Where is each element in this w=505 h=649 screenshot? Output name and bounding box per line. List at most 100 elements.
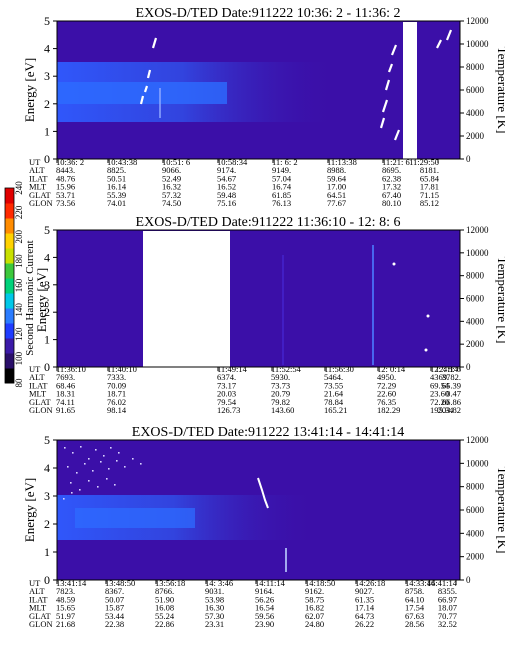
y-right-tick-label: 0 (466, 362, 471, 372)
colorbar-tick-label: 200 (14, 230, 24, 244)
table-cell: 57.04 (272, 173, 292, 183)
y-tick-label: 4 (44, 461, 50, 475)
table-cell: 20.79 (271, 389, 290, 399)
colorbar-tick-label: 240 (14, 181, 24, 195)
panel-3-temperature-trace (257, 477, 269, 509)
y-right-tick-label: 4000 (466, 528, 485, 538)
y-right-tick-label: 2000 (466, 552, 485, 562)
colorbar-tick-label: 80 (14, 378, 24, 388)
table-cell: 9149. (272, 165, 291, 175)
table-cell: 7823. (56, 586, 75, 596)
table-cell: 11:40:10 (107, 364, 137, 374)
y-tick-label: 1 (44, 333, 50, 347)
table-cell: 12: 8: 6 (435, 364, 461, 374)
panel-3: EXOS-D/TED Date:911222 13:41:14 - 14:41:… (22, 425, 505, 629)
table-cell: 59.64 (327, 173, 347, 183)
table-cell: 17.14 (355, 603, 375, 613)
table-cell: 66.97 (438, 594, 457, 604)
noise-dot (63, 498, 65, 500)
table-cell: 10:36: 2 (56, 157, 84, 167)
noise-dot (110, 447, 112, 449)
table-cell: 195.34 (430, 405, 454, 415)
colorbar-swatch (5, 293, 14, 309)
y-right-tick-label: 0 (466, 575, 471, 585)
y-tick-label: 0 (44, 573, 50, 587)
colorbar-swatch (5, 308, 14, 324)
table-cell: 10:58:34 (217, 157, 248, 167)
panel-3-orbit-table: UT 13:41:14 13:48:50 13:56:18 14: 3:46 14:11:… (29, 578, 458, 629)
y-tick-label: 3 (44, 489, 50, 503)
table-cell: 56.26 (255, 594, 274, 604)
y-right-tick-label: 12000 (466, 435, 489, 445)
table-cell: 13:56:18 (155, 578, 185, 588)
table-cell: 66.86 (442, 397, 461, 407)
table-cell: 64.51 (327, 190, 346, 200)
table-cell: 18.71 (107, 389, 126, 399)
y-tick-label: 3 (44, 278, 50, 292)
noise-dot (95, 449, 97, 451)
table-cell: 16.08 (155, 603, 174, 613)
table-cell: 8355. (438, 586, 457, 596)
noise-dot (79, 489, 81, 491)
table-cell: 18.07 (438, 603, 457, 613)
table-cell: 16.74 (272, 182, 292, 192)
table-cell: 54.67 (217, 173, 236, 183)
y-tick-label: 1 (44, 124, 50, 138)
table-cell: 23.60 (430, 389, 449, 399)
noise-dot (97, 486, 99, 488)
noise-dot (76, 472, 78, 474)
panel-3-y-label-right: Temperature [K] (495, 467, 505, 554)
y-right-tick-label: 4000 (466, 108, 485, 118)
row-label: GLON (29, 198, 53, 208)
noise-dot (92, 470, 94, 472)
table-cell: 72.20 (430, 397, 449, 407)
table-cell: 23.90 (255, 619, 274, 629)
table-cell: 8758. (405, 586, 424, 596)
table-cell: 14:33:46 (405, 578, 435, 588)
table-cell: 9162. (305, 586, 324, 596)
table-cell: 18.31 (56, 389, 75, 399)
table-cell: 8443. (56, 165, 75, 175)
table-cell: 73.55 (324, 380, 343, 390)
colorbar-swatch (5, 248, 14, 264)
table-cell: 10:43:38 (107, 157, 137, 167)
noise-dot (116, 460, 118, 462)
y-tick-label: 5 (44, 14, 50, 28)
table-cell: 71.15 (420, 190, 439, 200)
table-cell: 11:49:14 (217, 364, 248, 374)
table-cell: 64.10 (405, 594, 424, 604)
table-cell: 85.12 (420, 198, 439, 208)
table-cell: 9174. (217, 165, 236, 175)
table-cell: 57.32 (162, 190, 181, 200)
table-cell: 22.60 (377, 389, 396, 399)
y-right-tick-label: 2000 (466, 131, 485, 141)
y-right-tick-label: 12000 (466, 16, 489, 26)
table-cell: 7693. (56, 372, 75, 382)
y-tick-label: 0 (44, 152, 50, 166)
table-cell: 61.85 (272, 190, 291, 200)
noise-dot (100, 461, 102, 463)
table-cell: 11: 6: 2 (272, 157, 298, 167)
panel-2-left-axis: 0 1 2 3 4 5 (44, 223, 461, 374)
colorbar-swatch (5, 278, 14, 294)
table-cell: 182.29 (377, 405, 400, 415)
panel-3-y-label: Energy [eV] (22, 478, 37, 542)
row-label: ALT (29, 586, 46, 596)
table-cell: 17.81 (420, 182, 439, 192)
y-tick-label: 3 (44, 69, 50, 83)
table-cell: 73.73 (271, 380, 290, 390)
table-cell: 67.40 (382, 190, 401, 200)
table-cell: 76.13 (272, 198, 291, 208)
table-cell: 91.65 (56, 405, 75, 415)
table-cell: 21.64 (324, 389, 344, 399)
table-cell: 15.96 (56, 182, 75, 192)
row-label: MLT (29, 603, 47, 613)
panel-2-plot-area (57, 230, 460, 367)
table-cell: 12: 4:14 (430, 364, 459, 374)
table-cell: 55.39 (107, 190, 126, 200)
panel-1-left-axis: 0 1 2 3 4 5 (44, 14, 439, 166)
table-cell: 16.30 (205, 603, 224, 613)
table-cell: 14: 3:46 (205, 578, 233, 588)
noise-dot (71, 492, 73, 494)
